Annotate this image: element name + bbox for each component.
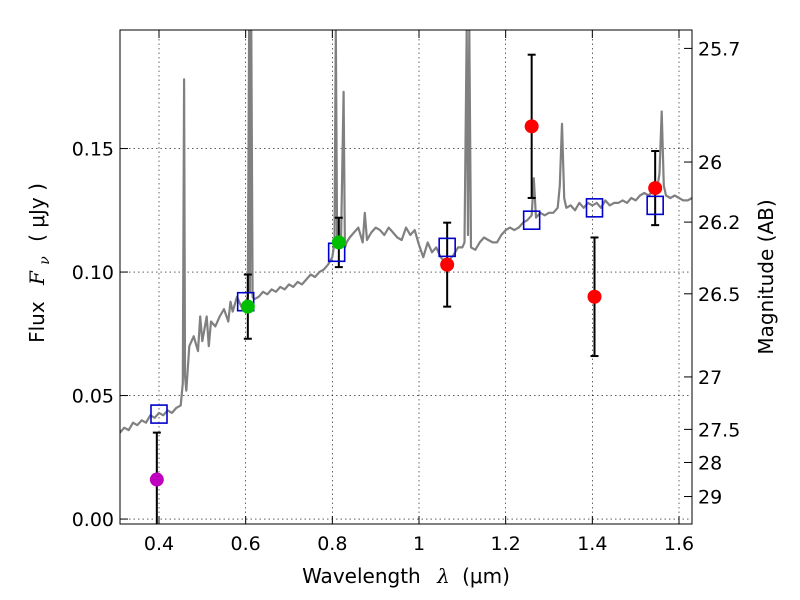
observed-photometry-point — [331, 235, 346, 250]
x-axis-label: Wavelength λ (μm) — [302, 564, 510, 588]
grid-lines — [120, 30, 692, 524]
model-photometry-marker — [150, 404, 168, 424]
y-tick-label: 0.00 — [72, 509, 114, 531]
y-axis-label-text: Flux — [25, 301, 49, 343]
observed-photometry-layer — [149, 119, 663, 487]
x-tick-label: 1.6 — [664, 533, 694, 555]
magnitude-tick-label: 26.2 — [698, 212, 740, 234]
x-axis-label-unit: (μm) — [462, 564, 510, 588]
x-axis-ticks: 0.4 0.6 0.8 1 1.2 1.4 1.6 — [144, 30, 694, 555]
y-tick-label: 0.05 — [72, 386, 114, 408]
y-axis-label-symbol: F — [25, 270, 49, 286]
observed-photometry-point — [440, 257, 455, 272]
model-photometry-marker — [522, 210, 541, 230]
observed-photometry-point — [648, 181, 663, 196]
x-axis-label-text: Wavelength — [302, 564, 421, 588]
y-axis-ticks: 0.00 0.05 0.10 0.15 — [72, 139, 128, 531]
y-axis-label-unit: ( μJy ) — [25, 183, 49, 242]
magnitude-axis-label: Magnitude (AB) — [754, 199, 778, 354]
model-spectrum-line — [120, 30, 692, 434]
observed-photometry-point — [587, 289, 602, 304]
observed-photometry-point — [149, 472, 164, 487]
magnitude-tick-label: 27.5 — [698, 419, 740, 441]
y-tick-label: 0.15 — [72, 139, 114, 161]
x-tick-label: 0.4 — [144, 533, 174, 555]
observed-photometry-point — [240, 299, 255, 314]
y-tick-label: 0.10 — [72, 262, 114, 284]
magnitude-tick-label: 25.7 — [698, 38, 740, 60]
magnitude-tick-label: 27 — [698, 367, 722, 389]
magnitude-tick-label: 29 — [698, 487, 722, 509]
model-photometry-marker — [646, 195, 664, 216]
x-tick-label: 0.8 — [317, 533, 347, 555]
y-axis-label-subscript: ν — [37, 256, 53, 265]
magnitude-tick-label: 26.5 — [698, 284, 740, 306]
model-photometry-marker — [438, 237, 456, 258]
x-tick-label: 1 — [413, 533, 425, 555]
model-photometry-marker — [585, 198, 604, 218]
x-tick-label: 1.4 — [577, 533, 607, 555]
x-tick-label: 0.6 — [231, 533, 261, 555]
y-axis-label: Flux F ν ( μJy ) — [25, 183, 54, 343]
model-spectrum-layer — [120, 30, 692, 434]
magnitude-axis-ticks: 25.7 26 26.2 26.5 27 27.5 28 29 — [684, 38, 740, 509]
observed-photometry-point — [524, 119, 539, 134]
magnitude-tick-label: 26 — [698, 152, 722, 174]
error-bars-layer — [152, 53, 660, 524]
x-tick-label: 1.2 — [491, 533, 521, 555]
x-axis-label-symbol: λ — [436, 564, 450, 588]
plot-frame — [119, 29, 693, 525]
magnitude-tick-label: 28 — [698, 452, 722, 474]
